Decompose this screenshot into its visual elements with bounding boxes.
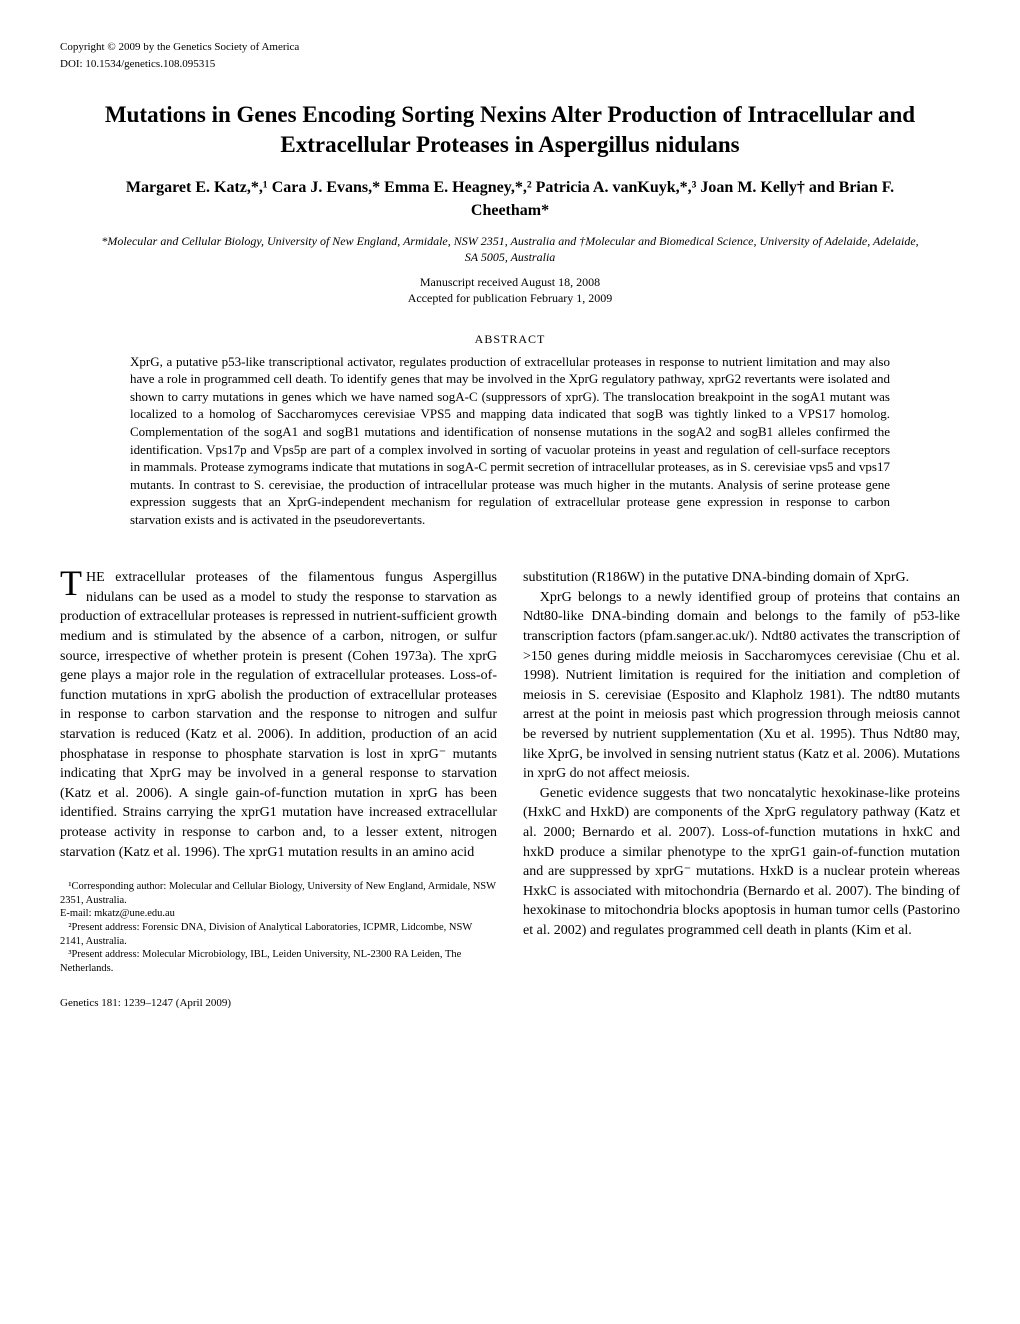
manuscript-dates: Manuscript received August 18, 2008 Acce…	[60, 275, 960, 306]
copyright-line: Copyright © 2009 by the Genetics Society…	[60, 40, 960, 55]
accepted-date: Accepted for publication February 1, 200…	[408, 291, 613, 305]
body-paragraph: XprG belongs to a newly identified group…	[523, 588, 960, 784]
journal-footer: Genetics 181: 1239–1247 (April 2009)	[60, 996, 497, 1011]
affiliations: *Molecular and Cellular Biology, Univers…	[100, 234, 920, 265]
author-list: Margaret E. Katz,*,¹ Cara J. Evans,* Emm…	[100, 177, 920, 222]
body-paragraph: THE extracellular proteases of the filam…	[60, 568, 497, 862]
abstract-heading: ABSTRACT	[60, 331, 960, 347]
body-paragraph: Genetic evidence suggests that two nonca…	[523, 784, 960, 941]
footnotes: ¹Corresponding author: Molecular and Cel…	[60, 880, 497, 975]
footnote-corresponding: ¹Corresponding author: Molecular and Cel…	[60, 880, 497, 907]
dropcap: T	[60, 568, 86, 598]
body-text: HE extracellular proteases of the filame…	[60, 570, 497, 859]
abstract-text: XprG, a putative p53-like transcriptiona…	[130, 353, 890, 528]
footnote-email: E-mail: mkatz@une.edu.au	[60, 907, 497, 921]
right-column: substitution (R186W) in the putative DNA…	[523, 568, 960, 1011]
body-paragraph: substitution (R186W) in the putative DNA…	[523, 568, 960, 588]
left-column: THE extracellular proteases of the filam…	[60, 568, 497, 1011]
article-title: Mutations in Genes Encoding Sorting Nexi…	[100, 100, 920, 160]
body-columns: THE extracellular proteases of the filam…	[60, 568, 960, 1011]
footnote-address-3: ³Present address: Molecular Microbiology…	[60, 948, 497, 975]
footnote-address-2: ²Present address: Forensic DNA, Division…	[60, 921, 497, 948]
received-date: Manuscript received August 18, 2008	[420, 275, 600, 289]
doi-line: DOI: 10.1534/genetics.108.095315	[60, 57, 960, 72]
